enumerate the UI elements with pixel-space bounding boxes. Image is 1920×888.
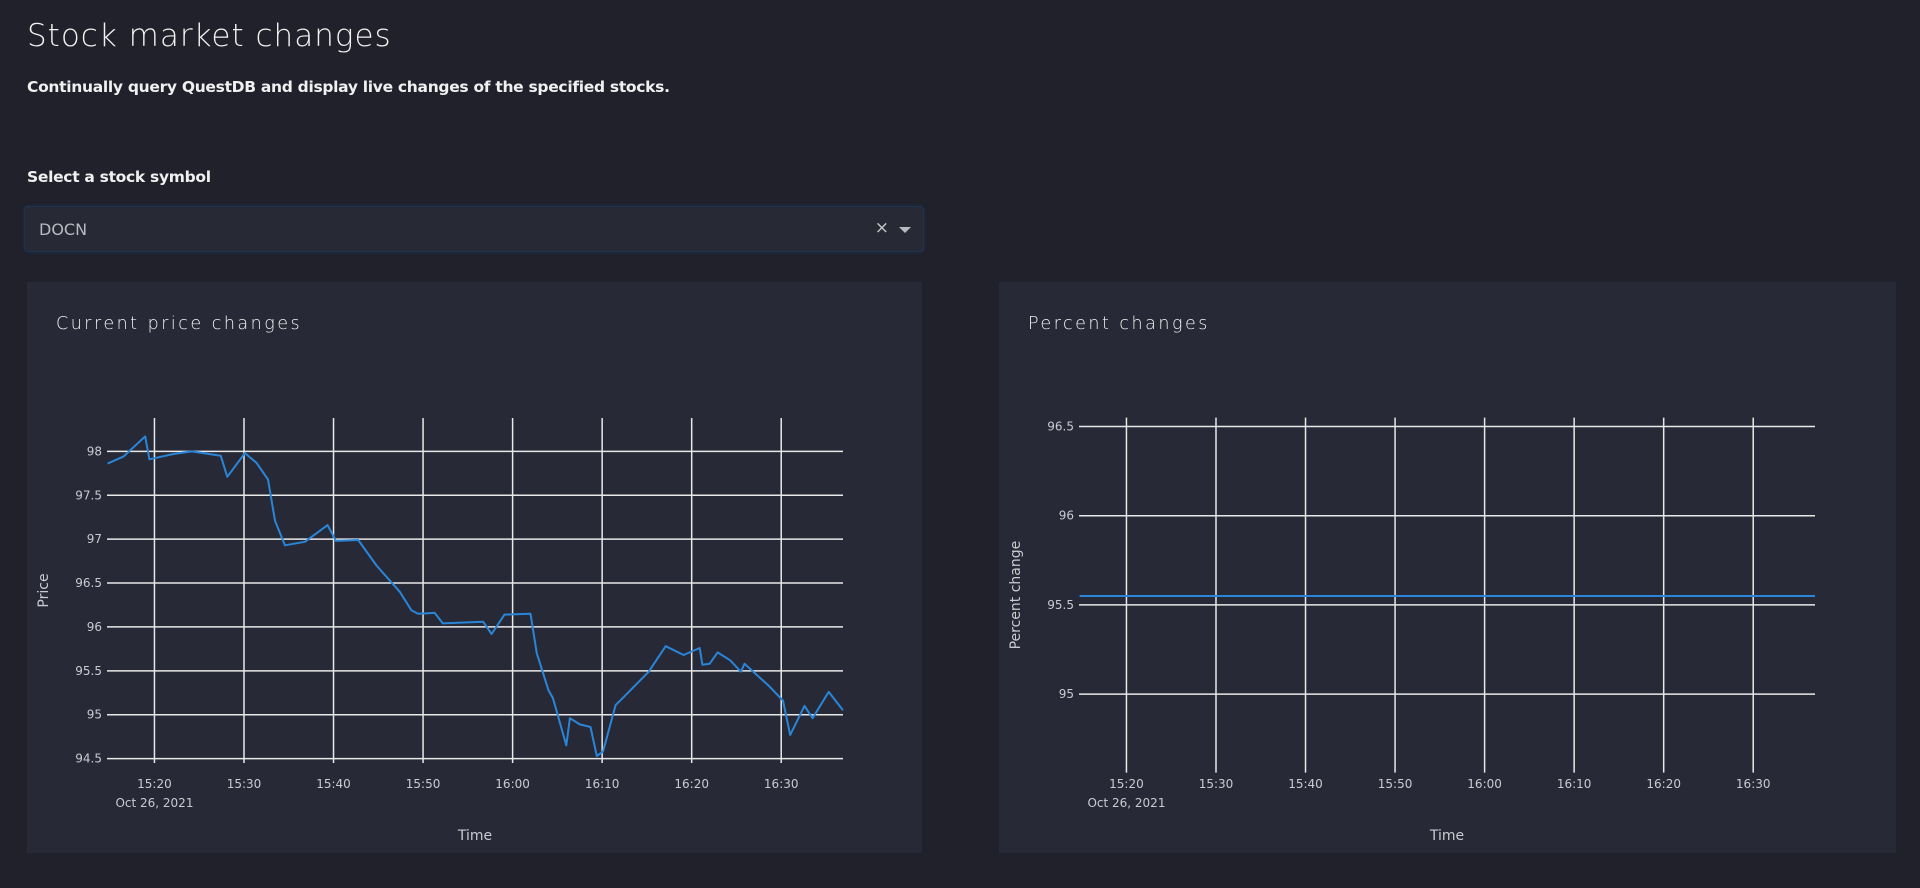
x-tick-label: 16:00 [1467,777,1502,791]
y-axis-title: Price [36,573,52,607]
page-subtitle: Continually query QuestDB and display li… [27,78,670,96]
x-axis-title: Time [1429,828,1464,844]
x-tick-label: 15:20 [1109,777,1144,791]
x-tick-label: 16:20 [674,777,709,791]
x-tick-label: 15:50 [1378,777,1413,791]
x-axis-title: Time [457,828,492,844]
page-title: Stock market changes [27,18,392,54]
chart-percent: 95 95.5 96 96.5 15:20 15:30 15:40 15:50 16:00 16:… [1008,417,1815,844]
y-axis-title: Percent change [1008,541,1024,650]
y-tick-label: 96.5 [75,576,102,590]
y-tick-label: 97.5 [75,488,102,502]
series-line [107,435,844,757]
price-chart-panel: Current price changes [27,282,922,853]
x-tick-label: 16:00 [495,777,530,791]
x-tick-label: 16:30 [764,777,799,791]
y-tick-label: 95 [87,708,102,722]
x-tick-label: 15:40 [1288,777,1323,791]
y-tick-label: 95 [1059,687,1074,701]
chart-price: 94.5 95 95.5 96 96.5 97 97.5 98 15:20 15:30 15:40 1… [36,418,844,844]
y-tick-label: 96 [1059,509,1074,523]
percent-chart-panel: Percent changes [999,282,1896,853]
y-tick-label: 95.5 [75,664,102,678]
y-tick-label: 97 [87,532,102,546]
x-tick-label: 15:30 [1199,777,1234,791]
y-tick-label: 98 [87,444,102,458]
y-tick-label: 96 [87,620,102,634]
x-tick-label: 15:50 [406,777,441,791]
x-tick-label: 16:30 [1736,777,1771,791]
x-tick-label: 15:20 [137,777,172,791]
x-tick-label: 15:40 [316,777,351,791]
x-tick-label: 16:10 [1557,777,1592,791]
selected-symbol: DOCN [39,220,88,239]
x-tick-label: 16:20 [1646,777,1681,791]
y-tick-label: 95.5 [1047,598,1074,612]
clear-icon[interactable]: × [874,218,889,238]
x-tick-label: 16:10 [585,777,620,791]
y-tick-label: 96.5 [1047,420,1074,434]
price-chart-title: Current price changes [56,314,303,334]
x-tick-label: 15:30 [227,777,262,791]
chevron-down-icon[interactable] [899,227,911,233]
stock-symbol-label: Select a stock symbol [27,168,211,186]
x-date-label: Oct 26, 2021 [1087,796,1165,810]
stock-symbol-dropdown[interactable]: DOCN × [24,206,924,252]
y-tick-label: 94.5 [75,752,102,766]
x-date-label: Oct 26, 2021 [115,796,193,810]
percent-chart-title: Percent changes [1028,314,1210,334]
